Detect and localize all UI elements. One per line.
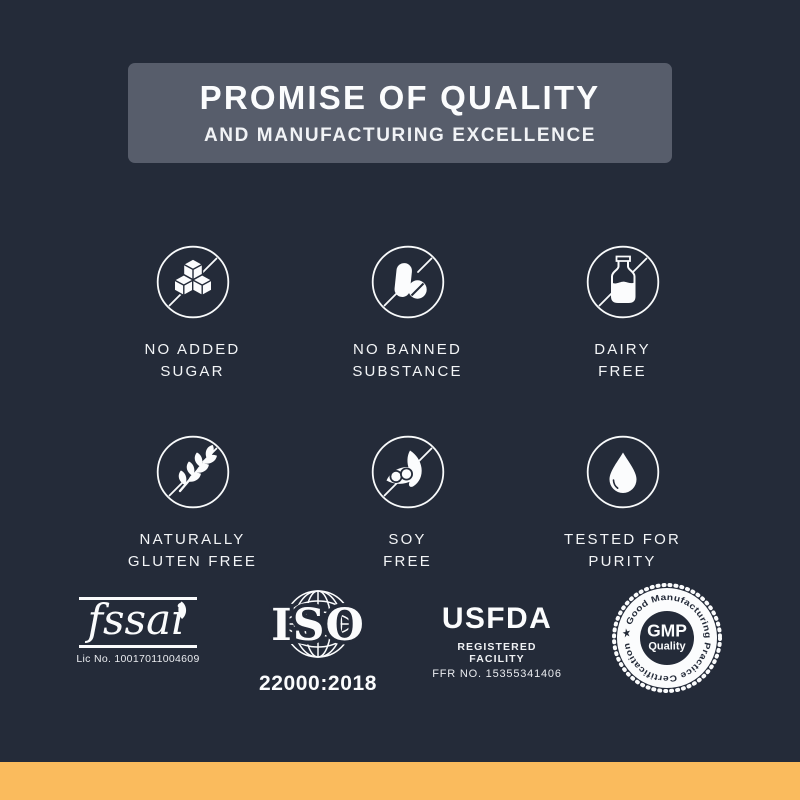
badge-no-banned-substance: NO BANNED SUBSTANCE (300, 244, 515, 382)
badge-naturally-gluten-free: NATURALLY GLUTEN FREE (85, 434, 300, 572)
gmp-certification-badge: ★ Good Manufacturing Practice Certificat… (610, 581, 724, 700)
badge-label: NO BANNED SUBSTANCE (352, 341, 463, 380)
iso-standard-number: 22000:2018 (258, 672, 378, 695)
feature-badges-grid: NO ADDED SUGAR NO BANNED SUBSTANCE (85, 244, 730, 572)
iso-globe-logo: ISO (256, 584, 380, 671)
tested-for-purity-icon (585, 434, 661, 515)
gmp-center-text: GMP (647, 621, 687, 641)
badge-dairy-free: DAIRY FREE (515, 244, 730, 382)
gmp-quality-text: Quality (648, 641, 686, 653)
accent-bar (0, 762, 800, 800)
badge-label: NATURALLY GLUTEN FREE (127, 531, 258, 570)
badge-label: SOY FREE (383, 531, 432, 570)
badge-no-added-sugar: NO ADDED SUGAR (85, 244, 300, 382)
badge-label: NO ADDED SUGAR (144, 341, 241, 380)
page-title: PROMISE OF QUALITY (199, 79, 601, 116)
iso-certification: ISO 22000:2018 (256, 584, 380, 696)
no-banned-substance-icon (370, 244, 446, 325)
dairy-free-icon (585, 244, 661, 325)
usfda-ffr-number: FFR NO. 15355341406 (432, 668, 562, 680)
soy-free-icon (370, 434, 446, 515)
fssai-license-number: Lic No. 10017011004609 (76, 652, 200, 665)
usfda-logo-text: USFDA (441, 602, 553, 635)
badge-label: DAIRY FREE (594, 341, 651, 380)
fssai-leaf-icon (175, 587, 191, 626)
fssai-logo: fssai (79, 595, 197, 648)
iso-logo-text: ISO (271, 600, 365, 651)
usfda-registered-facility: REGISTERED FACILITY (457, 641, 537, 665)
header-banner: PROMISE OF QUALITY AND MANUFACTURING EXC… (128, 63, 672, 163)
badge-label: TESTED FOR PURITY (563, 531, 681, 570)
fssai-logo-text: fssai (87, 595, 185, 644)
badge-tested-for-purity: TESTED FOR PURITY (515, 434, 730, 572)
fssai-certification: fssai Lic No. 10017011004609 (62, 597, 214, 665)
naturally-gluten-free-icon (155, 434, 231, 515)
badge-soy-free: SOY FREE (300, 434, 515, 572)
page-subtitle: AND MANUFACTURING EXCELLENCE (203, 125, 597, 146)
usfda-certification: USFDA REGISTERED FACILITY FFR NO. 153553… (428, 602, 566, 680)
no-added-sugar-icon (155, 244, 231, 325)
